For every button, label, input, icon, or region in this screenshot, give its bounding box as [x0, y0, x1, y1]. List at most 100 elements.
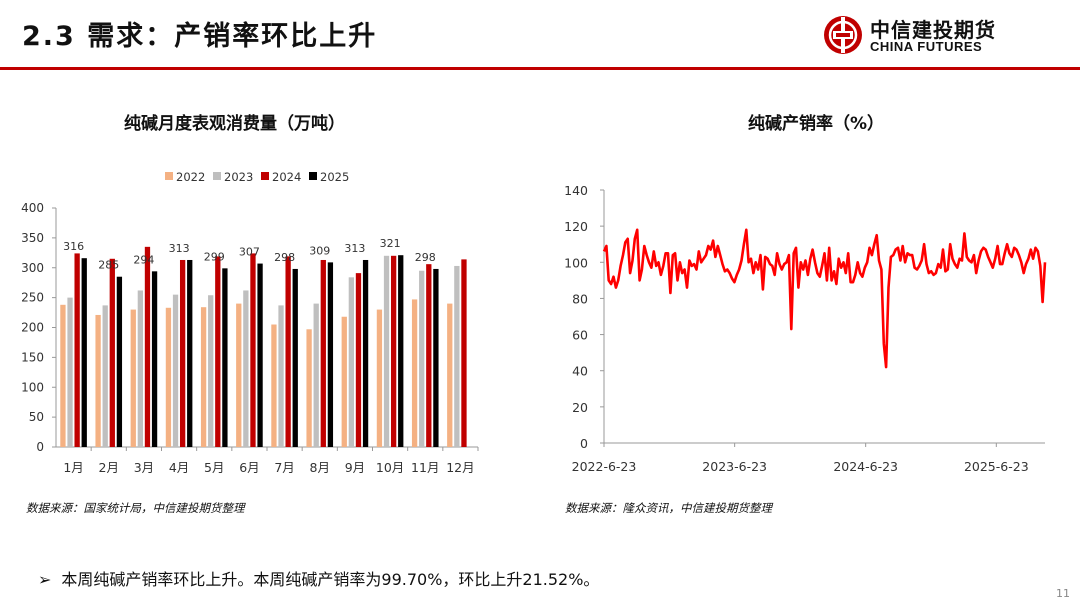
data-label-2025: 321: [380, 237, 401, 250]
data-label-2025: 313: [344, 242, 365, 255]
bar-2022-1月: [60, 304, 66, 447]
y-tick-label: 120: [564, 219, 588, 234]
x-tick-label: 2025-6-23: [964, 459, 1029, 474]
x-tick-label: 10月: [376, 460, 404, 475]
arrow-bullet-icon: ➢: [38, 570, 52, 589]
bar-2022-7月: [271, 324, 277, 447]
bar-2023-3月: [137, 290, 144, 447]
header-divider: [0, 67, 1080, 70]
y-tick-label: 400: [21, 201, 44, 215]
data-label-2025: 294: [133, 253, 154, 266]
bar-2024-9月: [355, 273, 362, 447]
bar-2024-8月: [320, 259, 326, 447]
bar-2023-6月: [243, 290, 249, 447]
bar-2025-8月: [327, 262, 334, 447]
sales-ratio-series-line: [602, 228, 1047, 369]
y-tick-label: 20: [572, 400, 588, 415]
y-tick-label: 80: [572, 291, 588, 306]
bar-2023-11月: [419, 270, 425, 447]
logo-english-text: CHINA FUTURES: [870, 39, 983, 54]
bar-2023-8月: [313, 303, 319, 447]
bar-2024-5月: [215, 256, 221, 447]
summary-text: 本周纯碱产销率环比上升。本周纯碱产销率为99.70%，环比上升21.52%。: [61, 570, 600, 589]
bar-2022-2月: [95, 314, 101, 447]
bar-2024-4月: [179, 259, 186, 447]
y-tick-label: 300: [21, 261, 44, 275]
y-tick-label: 60: [572, 328, 588, 343]
sales-ratio-line-chart: 0 20 40 60 80 100 120 140 2022-6-23 2023-6-23 2024…: [564, 183, 1047, 474]
legend-label-2025: 2025: [320, 170, 349, 184]
bar-2025-5月: [222, 268, 228, 447]
bar-2022-5月: [200, 307, 207, 447]
x-tick-label: 2023-6-23: [702, 459, 767, 474]
data-label-2025: 298: [415, 251, 436, 264]
bar-2023-4月: [172, 294, 179, 447]
bar-2022-6月: [236, 303, 242, 447]
x-tick-label: 6月: [239, 460, 259, 475]
x-tick-label: 4月: [169, 460, 189, 475]
bar-2022-3月: [130, 309, 136, 447]
data-label-2025: 307: [239, 246, 260, 259]
data-label-2025: 313: [169, 242, 190, 255]
left-chart-title: 纯碱月度表观消费量（万吨）: [124, 114, 345, 134]
y-tick-label: 50: [29, 410, 44, 424]
right-chart-source: 数据来源：隆众资讯，中信建投期货整理: [565, 501, 772, 515]
x-tick-label: 2月: [99, 460, 119, 475]
left-chart-source: 数据来源：国家统计局，中信建投期货整理: [26, 501, 245, 515]
x-tick-label: 9月: [345, 460, 365, 475]
bar-2024-3月: [144, 246, 151, 447]
bar-2023-1月: [67, 297, 73, 447]
page-number: 11: [1056, 587, 1070, 600]
y-tick-label: 140: [564, 183, 588, 198]
bar-2024-10月: [390, 255, 397, 447]
consumption-bar-chart: 2022 2023 2024 2025 0 50 100 150 200 250 300 350 400…: [21, 170, 479, 475]
bar-2023-12月: [454, 265, 460, 447]
legend-swatch-2023: [213, 172, 221, 180]
data-label-2025: 309: [309, 244, 330, 257]
x-tick-label: 5月: [204, 460, 224, 475]
bar-2025-2月: [116, 276, 123, 447]
bar-2024-7月: [285, 256, 291, 447]
page-title: 2.3 需求：产销率环比上升: [22, 21, 378, 52]
x-tick-label: 2022-6-23: [572, 459, 637, 474]
bar-2025-9月: [362, 259, 369, 447]
bar-2025-10月: [398, 255, 404, 447]
bar-2023-10月: [383, 255, 390, 447]
y-tick-label: 100: [21, 380, 44, 394]
bar-2022-12月: [447, 303, 453, 447]
bar-2025-6月: [257, 263, 263, 447]
y-tick-label: 350: [21, 231, 44, 245]
bar-2022-9月: [341, 316, 347, 447]
company-logo: 中信建投期货 CHINA FUTURES: [822, 14, 1012, 58]
legend-label-2022: 2022: [176, 170, 205, 184]
y-tick-label: 100: [564, 255, 588, 270]
bar-2025-7月: [292, 268, 298, 447]
bar-2022-10月: [376, 309, 383, 447]
bar-2022-8月: [306, 329, 312, 447]
bar-2025-3月: [151, 271, 158, 447]
legend-swatch-2025: [309, 172, 317, 180]
y-tick-label: 0: [36, 440, 44, 454]
bar-2025-4月: [187, 259, 193, 447]
bar-2023-5月: [208, 295, 214, 447]
x-tick-label: 1月: [63, 460, 83, 475]
y-tick-label: 0: [580, 436, 588, 451]
legend-label-2023: 2023: [224, 170, 253, 184]
data-label-2025: 316: [63, 240, 84, 253]
x-tick-label: 12月: [446, 460, 474, 475]
y-tick-label: 150: [21, 350, 44, 364]
y-tick-label: 200: [21, 321, 44, 335]
bar-2023-7月: [278, 305, 284, 447]
bar-2024-11月: [426, 264, 432, 447]
x-tick-label: 11月: [411, 460, 439, 475]
summary-bullet: ➢ 本周纯碱产销率环比上升。本周纯碱产销率为99.70%，环比上升21.52%。: [38, 566, 599, 590]
data-label-2025: 299: [204, 250, 225, 263]
x-tick-label: 7月: [274, 460, 294, 475]
legend-swatch-2024: [261, 172, 269, 180]
bar-2022-11月: [411, 299, 418, 447]
legend-label-2024: 2024: [272, 170, 301, 184]
x-tick-label: 8月: [310, 460, 330, 475]
y-tick-label: 250: [21, 291, 44, 305]
x-tick-label: 3月: [134, 460, 154, 475]
bar-2024-12月: [461, 259, 467, 447]
